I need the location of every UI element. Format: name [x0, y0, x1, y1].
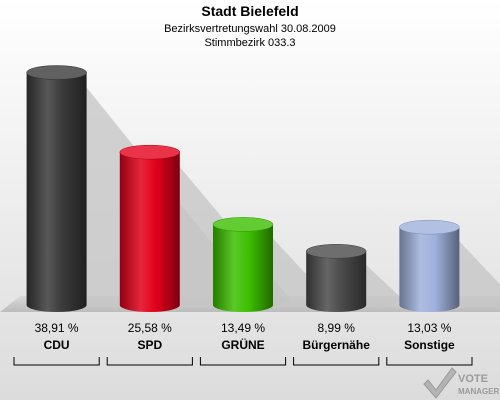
vote-manager-logo: VOTE MANAGER [423, 367, 500, 399]
category-label: Sonstige [404, 338, 455, 352]
category-label: SPD [137, 338, 162, 352]
vote-check-icon [423, 367, 457, 399]
value-label: 8,99 % [318, 321, 356, 335]
bar-b-rgern-he [305, 244, 367, 312]
category-axis [13, 357, 473, 366]
bar-body [119, 152, 180, 312]
chart-subtitle: Bezirksvertretungswahl 30.08.2009 [164, 23, 336, 35]
bar-sonstige [399, 219, 460, 312]
bar-spd [119, 144, 181, 312]
value-label: 13,03 % [407, 321, 451, 335]
bar-cdu [26, 65, 87, 312]
category-bracket [199, 357, 287, 366]
bar-top [305, 244, 367, 259]
bar-body [399, 227, 460, 312]
category-bracket [293, 357, 380, 366]
chart-title: Stadt Bielefeld [201, 3, 298, 19]
bar-body [213, 224, 273, 312]
bars [26, 65, 460, 312]
data-labels: 38,91 % CDU 25,58 % SPD 13,49 % GRÜNE 8,99 % Bü… [35, 321, 455, 352]
category-label: Bürgernähe [303, 338, 371, 352]
bar-body [26, 72, 87, 312]
bar-shadow [455, 237, 500, 305]
value-label: 38,91 % [35, 321, 79, 335]
logo-text-manager: MANAGER [458, 387, 500, 396]
category-bracket [13, 357, 100, 366]
logo-text-vote: VOTE [458, 373, 488, 385]
bar-top [26, 65, 87, 80]
category-bracket [386, 357, 473, 366]
bar-top [119, 144, 181, 160]
bar-shadow [362, 261, 403, 305]
bar-top [399, 219, 460, 235]
category-label: CDU [44, 338, 70, 352]
chart-subtitle-2: Stimmbezirk 033.3 [204, 37, 295, 49]
category-bracket [106, 357, 193, 366]
bar-body [306, 251, 367, 312]
value-label: 13,49 % [221, 321, 265, 335]
bar-gr-ne [212, 217, 274, 312]
bar-top [212, 217, 274, 232]
category-label: GRÜNE [221, 337, 264, 352]
value-label: 25,58 % [128, 321, 172, 335]
